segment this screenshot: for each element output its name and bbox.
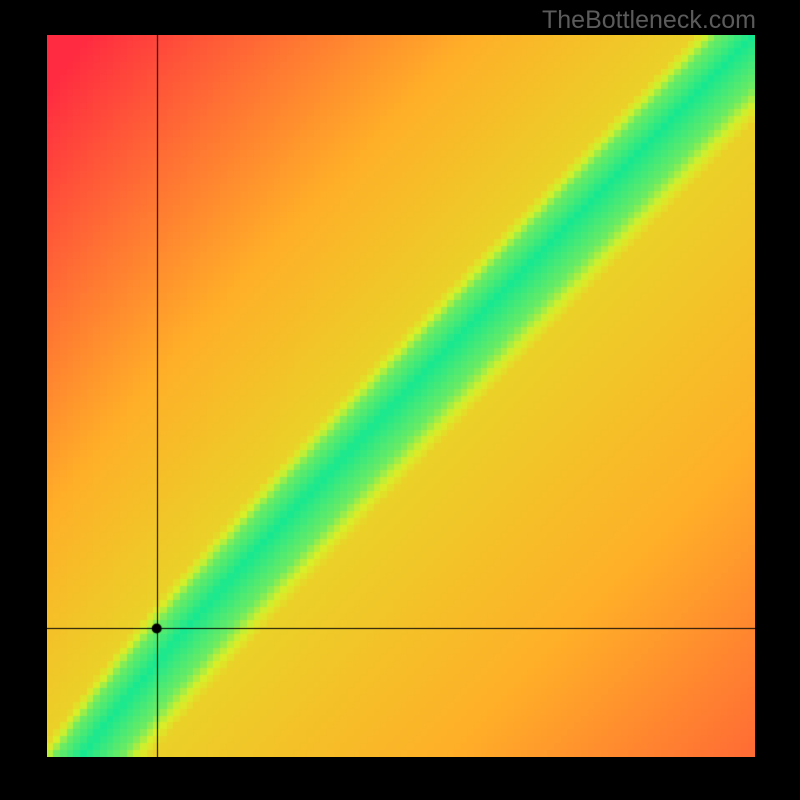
chart-container: { "canvas": { "width": 800, "height": 80…	[0, 0, 800, 800]
attribution-text: TheBottleneck.com	[542, 6, 756, 35]
bottleneck-heatmap	[47, 35, 755, 757]
